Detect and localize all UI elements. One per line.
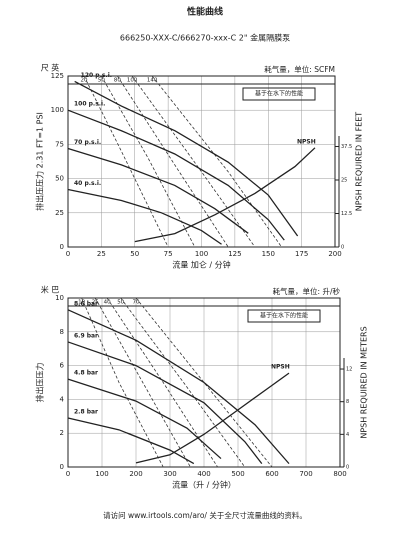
air-label-title: 耗气量，单位: SCFM (264, 64, 335, 74)
air-label: 50 (98, 78, 105, 84)
y2-tick-label: 12.5 (341, 211, 352, 217)
y2-tick-label: 12 (346, 367, 352, 373)
y-tick-label: 50 (55, 175, 64, 183)
y-tick-label: 6 (60, 362, 65, 370)
y-tick-label: 4 (60, 395, 65, 403)
y-tick-label: 25 (55, 209, 64, 217)
curve-label: 2.8 bar (74, 408, 98, 415)
curve-label: 70 p.s.i. (74, 139, 101, 146)
y2-label: NPSH REQUIRED IN METERS (360, 326, 369, 438)
pressure-curve (67, 188, 222, 245)
x-tick-label: 150 (262, 250, 275, 258)
y2-tick-label: 4 (346, 432, 349, 438)
curve-label: 100 p.s.i. (74, 101, 105, 108)
curve-label: 6.9 bar (74, 332, 98, 339)
plot-frame (67, 297, 341, 468)
y2-label: NPSH REQUIRED IN FEET (355, 112, 364, 211)
y-label: 排出压压力 (35, 363, 45, 403)
air-label: 25 (92, 300, 99, 306)
air-label-title: 耗气量，单位: 升/秒 (273, 286, 341, 296)
note-box (247, 309, 321, 323)
curve-label: NPSH (271, 364, 290, 371)
curve-label: NPSH (297, 138, 316, 145)
pressure-curve (74, 80, 299, 237)
x-tick-label: 25 (97, 250, 106, 258)
air-curve (81, 297, 164, 468)
curve-label: 120 p.s.i. (81, 72, 112, 79)
x-tick-label: 200 (129, 470, 142, 478)
pressure-curve (67, 309, 290, 465)
air-label: 20 (81, 78, 88, 84)
y2-tick-label: 37.5 (341, 144, 352, 150)
air-curve (135, 297, 273, 468)
y2-tick-label: 0 (341, 245, 344, 251)
y-tick-label: 100 (51, 106, 64, 114)
pressure-curve (67, 147, 249, 234)
x-tick-label: 400 (197, 470, 210, 478)
x-tick-label: 500 (231, 470, 244, 478)
page-subtitle: 666250-XXX-C/666270-xxx-C 2" 金属隔膜泵 (120, 33, 290, 43)
x-label: 流量（升 / 分钟） (172, 480, 236, 490)
y2-tick-label: 0 (346, 465, 349, 471)
air-curve (120, 297, 246, 468)
x-tick-label: 50 (130, 250, 139, 258)
curve-label: 40 p.s.i. (74, 180, 101, 187)
x-tick-label: 700 (299, 470, 312, 478)
y2-tick-label: 8 (346, 399, 349, 405)
pressure-curve (67, 341, 263, 465)
note: 基于在水下的性能 (260, 312, 308, 320)
x-tick-label: 175 (295, 250, 308, 258)
air-label: 50 (117, 300, 124, 306)
air-curve (151, 75, 282, 248)
x-tick-label: 0 (66, 470, 70, 478)
y-tick-label: 2 (60, 429, 64, 437)
y-unit: 米 巴 (41, 285, 60, 295)
pressure-curve (135, 372, 290, 464)
air-curve (94, 297, 191, 468)
x-tick-label: 125 (228, 250, 241, 258)
note-box (242, 87, 316, 101)
pressure-curve (67, 378, 222, 460)
air-curve (83, 75, 169, 248)
curve-label: 8.6 bar (74, 300, 98, 307)
note: 基于在水下的性能 (255, 90, 303, 98)
y-tick-label: 10 (55, 294, 64, 302)
air-label: 40 (104, 300, 111, 306)
x-tick-label: 200 (328, 250, 341, 258)
x-tick-label: 100 (195, 250, 208, 258)
x-tick-label: 300 (163, 470, 176, 478)
footer: 请访问 www.irtools.com/aro/ 关于全尺寸流量曲线的资料。 (103, 510, 307, 520)
pressure-curve (67, 417, 195, 465)
y-tick-label: 125 (51, 72, 64, 80)
page-title: 性能曲线 (187, 6, 223, 18)
air-label: 100 (127, 78, 138, 84)
air-curve (106, 297, 218, 468)
y-tick-label: 0 (60, 463, 64, 471)
y-tick-label: 75 (55, 140, 64, 148)
air-label: 10 (78, 300, 85, 306)
curve-label: 4.8 bar (74, 370, 98, 377)
y-label: 排出压压力 2.31 FT=1 PSI (35, 112, 45, 211)
air-curve (131, 75, 256, 248)
y2-tick-label: 25 (341, 177, 347, 183)
y-unit: 尺 英 (41, 63, 60, 73)
pressure-curve (134, 147, 316, 243)
x-tick-label: 600 (265, 470, 278, 478)
plot-frame (67, 75, 336, 248)
air-label: 140 (147, 78, 158, 84)
x-tick-label: 75 (164, 250, 173, 258)
x-label: 流量 加仑 / 分钟 (172, 260, 230, 270)
x-tick-label: 100 (95, 470, 108, 478)
y-tick-label: 8 (60, 328, 64, 336)
pressure-curve (67, 109, 285, 241)
air-label: 80 (114, 78, 121, 84)
air-label: 70 (133, 300, 140, 306)
x-tick-label: 800 (333, 470, 346, 478)
x-tick-label: 0 (66, 250, 70, 258)
y-tick-label: 0 (60, 243, 64, 251)
air-curve (117, 75, 229, 248)
